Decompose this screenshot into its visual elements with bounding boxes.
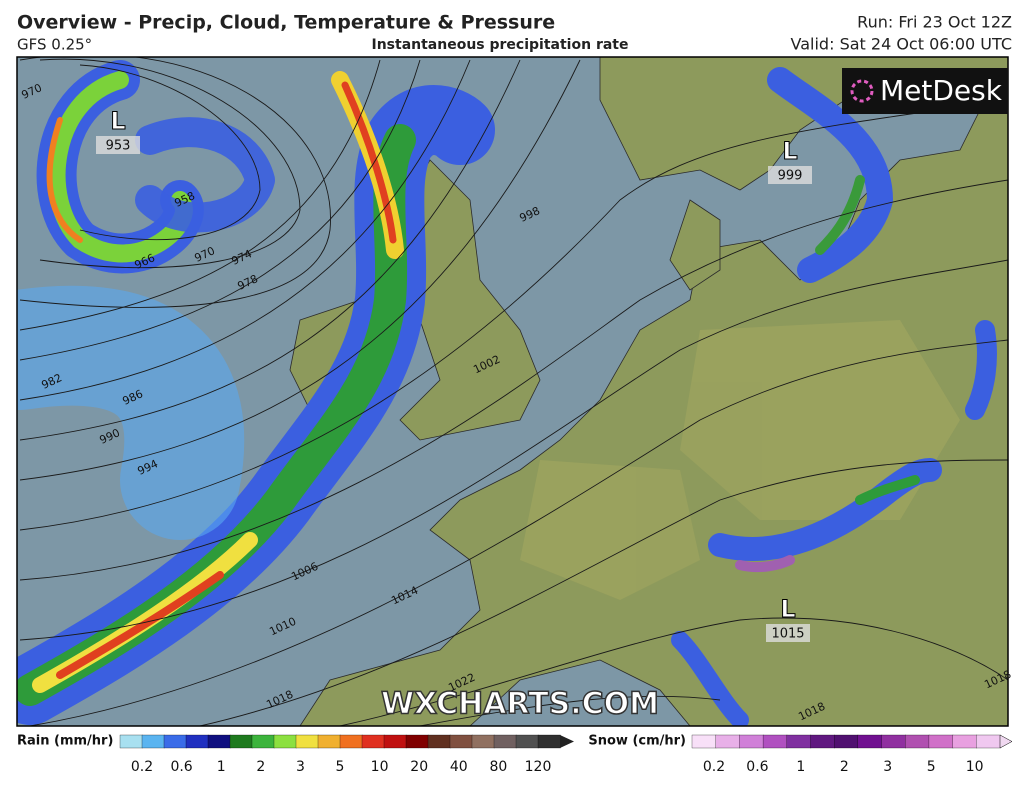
snow-tick-label: 2 <box>840 759 849 775</box>
model: GFS 0.25° <box>17 36 92 54</box>
low-symbol: L <box>110 107 125 135</box>
snow-color-bin <box>691 734 717 749</box>
snow-color-bin <box>762 734 788 749</box>
low-label-box <box>96 136 140 154</box>
rain-color-bin <box>207 734 231 749</box>
rain-tick-label: 2 <box>256 759 265 775</box>
rain-tick-label: 3 <box>296 759 305 775</box>
rain-color-bin <box>405 734 429 749</box>
snow-color-bin <box>810 734 835 749</box>
snow-tick-label: 3 <box>883 759 892 775</box>
rain-color-bin <box>493 734 517 749</box>
rain-color-bin <box>251 734 275 749</box>
rain-tick-label: 20 <box>410 759 428 775</box>
rain-color-bin <box>537 734 561 749</box>
snow-tick-label: 0.6 <box>746 759 768 775</box>
snow-color-bin <box>786 734 812 749</box>
snow-color-bin <box>834 734 859 749</box>
snow-color-bin <box>952 734 977 749</box>
rain-color-bin <box>515 734 539 749</box>
low-label-box <box>766 624 810 642</box>
rain-tick-label: 120 <box>525 759 552 775</box>
run-time: Run: Fri 23 Oct 12Z <box>857 13 1012 32</box>
watermark: WXCHARTS.COM <box>381 687 659 722</box>
snow-tick-label: 10 <box>966 759 984 775</box>
rain-tick-label: 0.2 <box>131 759 153 775</box>
snow-color-bin <box>739 734 764 749</box>
rain-color-bin <box>295 734 319 749</box>
snow-tick-label: 0.2 <box>703 759 725 775</box>
low-pressure: 1015 <box>771 627 804 642</box>
subtitle: Instantaneous precipitation rate <box>372 37 629 53</box>
rain-color-bin <box>339 734 363 749</box>
land-shading <box>520 320 960 600</box>
rain-tick-label: 0.6 <box>170 759 192 775</box>
title: Overview - Precip, Cloud, Temperature & … <box>17 12 555 34</box>
rain-color-bin <box>383 734 407 749</box>
snow-color-bin <box>905 734 930 749</box>
map <box>17 57 1008 726</box>
logo: MetDesk <box>880 74 1003 107</box>
snow-color-bin <box>857 734 883 749</box>
rain-color-bin <box>163 734 187 749</box>
rain-color-bin <box>449 734 473 749</box>
rain-tick-label: 10 <box>371 759 389 775</box>
rain-color-bin <box>471 734 495 749</box>
rain-tick-label: 1 <box>217 759 226 775</box>
rain-color-bin <box>185 734 209 749</box>
low-pressure: 953 <box>106 139 131 154</box>
low-label-box <box>768 166 812 184</box>
rain-color-bin <box>141 734 165 749</box>
snow-tick-label: 1 <box>796 759 805 775</box>
rain-tick-label: 40 <box>450 759 468 775</box>
rain-color-bin <box>273 734 297 749</box>
map-frame <box>16 56 1009 727</box>
logo-box <box>842 68 1008 114</box>
isobars <box>19 57 1008 726</box>
snow-color-bin <box>976 734 1001 749</box>
snow-legend-title: Snow (cm/hr) <box>588 734 686 749</box>
rain-color-bin <box>317 734 341 749</box>
rain-color-bin <box>229 734 253 749</box>
snow-color-bin <box>881 734 906 749</box>
rain-color-bin <box>427 734 451 749</box>
rain-tick-label: 80 <box>489 759 507 775</box>
snow-color-bin <box>928 734 954 749</box>
legend-arrow <box>999 734 1013 749</box>
logo-icon <box>850 79 874 103</box>
valid-time: Valid: Sat 24 Oct 06:00 UTC <box>791 35 1012 54</box>
rain-tick-label: 5 <box>336 759 345 775</box>
legend-arrow <box>560 735 574 748</box>
low-symbol: L <box>782 137 797 165</box>
low-pressure: 999 <box>778 169 803 184</box>
rain-color-bin <box>119 734 143 749</box>
rain-legend-title: Rain (mm/hr) <box>17 734 113 749</box>
snow-tick-label: 5 <box>927 759 936 775</box>
snow-color-bin <box>715 734 741 749</box>
low-symbol: L <box>780 595 795 623</box>
rain-color-bin <box>361 734 385 749</box>
